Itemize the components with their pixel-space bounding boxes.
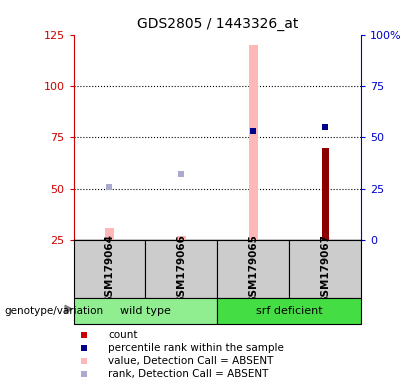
Bar [322,147,329,240]
Bar [289,240,361,298]
Text: rank, Detection Call = ABSENT: rank, Detection Call = ABSENT [108,369,268,379]
Title: GDS2805 / 1443326_at: GDS2805 / 1443326_at [136,17,298,31]
Text: GSM179066: GSM179066 [176,234,186,304]
Text: GSM179064: GSM179064 [105,234,115,304]
Bar [74,240,145,298]
Text: genotype/variation: genotype/variation [4,306,103,316]
Bar [321,238,330,240]
Text: GSM179065: GSM179065 [248,234,258,304]
Text: percentile rank within the sample: percentile rank within the sample [108,343,284,353]
Bar [218,298,361,324]
Bar [74,298,218,324]
Bar [177,236,186,240]
Text: value, Detection Call = ABSENT: value, Detection Call = ABSENT [108,356,273,366]
Text: wild type: wild type [120,306,171,316]
Text: GSM179067: GSM179067 [320,234,330,304]
Bar [105,228,114,240]
Bar [218,240,289,298]
Text: srf deficient: srf deficient [256,306,323,316]
Text: count: count [108,330,138,340]
Bar [145,240,218,298]
Bar [249,45,257,240]
